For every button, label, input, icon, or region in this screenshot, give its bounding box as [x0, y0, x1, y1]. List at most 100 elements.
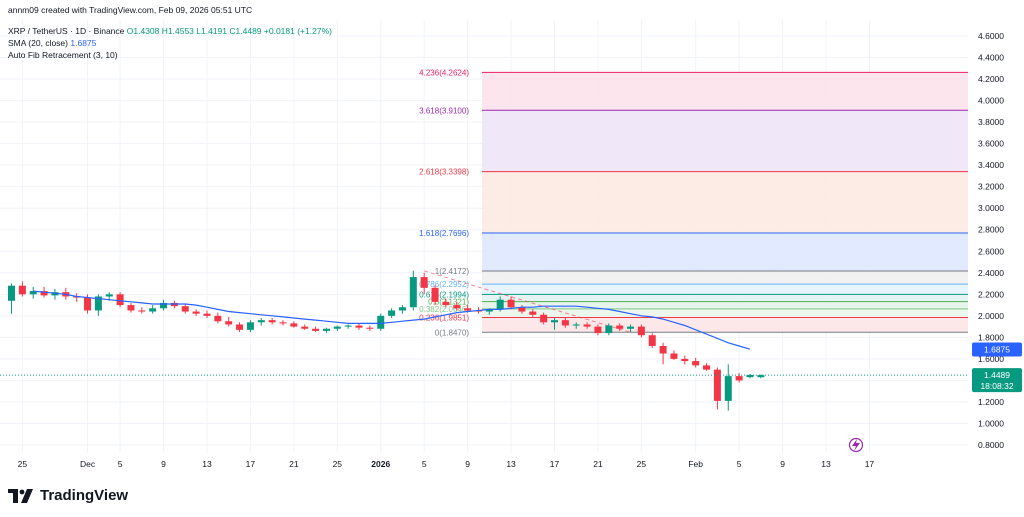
fib-label: Auto Fib Retracement (3, 10) — [8, 50, 118, 60]
y-tick-label: 1.2000 — [978, 397, 1004, 407]
candle-body — [40, 291, 48, 296]
fib-fill — [482, 233, 968, 271]
credit-text: annm09 created with TradingView.com, Feb… — [8, 5, 253, 15]
candle-body — [192, 311, 200, 314]
candle-body — [181, 306, 189, 312]
candle-body — [572, 324, 580, 326]
ohlc-open: O1.4308 — [126, 26, 160, 36]
candle-body — [485, 309, 493, 312]
fib-retracement[interactable]: 0(1.8470)0.236(1.9851)0.382(2.0646)0.5(2… — [419, 68, 968, 337]
fib-level-label: 1(2.4172) — [435, 267, 470, 276]
x-tick-label: 17 — [550, 459, 560, 469]
candle-body — [627, 326, 635, 329]
candle-body — [138, 310, 146, 312]
fib-trend-line — [424, 270, 631, 333]
ohlc-close: C1.4489 — [229, 26, 262, 36]
candle-body — [225, 321, 233, 325]
fib-level-label: 1.618(2.7696) — [419, 229, 469, 238]
candle-body — [377, 315, 385, 329]
x-tick-label: 5 — [422, 459, 427, 469]
sma-legend[interactable]: SMA (20, close) 1.6875 — [8, 38, 96, 48]
sma-price-text: 1.6875 — [984, 344, 1010, 354]
fib-fill — [482, 110, 968, 172]
candle-body — [312, 328, 320, 331]
candle-body — [464, 308, 472, 311]
y-tick-label: 3.4000 — [978, 160, 1004, 170]
y-tick-label: 4.0000 — [978, 96, 1004, 106]
y-tick-label: 4.2000 — [978, 74, 1004, 84]
y-tick-label: 3.6000 — [978, 139, 1004, 149]
y-tick-label: 3.8000 — [978, 117, 1004, 127]
fib-legend[interactable]: Auto Fib Retracement (3, 10) — [8, 50, 118, 60]
fib-fill — [482, 284, 968, 295]
y-tick-label: 3.0000 — [978, 203, 1004, 213]
x-tick-label: Dec — [80, 459, 96, 469]
ohlc-low: L1.4191 — [196, 26, 228, 36]
x-tick-label: 25 — [18, 459, 28, 469]
symbol-name: XRP / TetherUS · 1D · Binance — [8, 26, 125, 36]
candle-body — [94, 296, 102, 311]
y-tick-label: 2.2000 — [978, 289, 1004, 299]
x-tick-label: 13 — [506, 459, 516, 469]
candle-body — [333, 326, 341, 329]
fib-fill — [482, 294, 968, 302]
x-tick-label: 21 — [593, 459, 603, 469]
candle-body — [290, 323, 298, 327]
candle-body — [616, 325, 624, 329]
candle-body — [214, 315, 222, 322]
candle-body — [322, 328, 330, 331]
candle-body — [561, 320, 569, 326]
candle-body — [105, 294, 113, 297]
fib-level-label: 0.618(2.1994) — [419, 290, 469, 299]
candle-body — [442, 301, 450, 306]
candle-body — [594, 326, 602, 334]
countdown-text: 18:08:32 — [980, 381, 1013, 391]
fib-fill — [482, 308, 968, 318]
candle-body — [703, 365, 711, 370]
candle-body — [518, 307, 526, 312]
candle-body — [8, 285, 15, 301]
y-tick-label: 1.6000 — [978, 354, 1004, 364]
x-tick-label: 25 — [333, 459, 343, 469]
x-tick-label: 17 — [865, 459, 875, 469]
lightning-event-icon[interactable] — [848, 437, 864, 453]
candle-body — [529, 311, 537, 315]
candle-body — [551, 320, 558, 323]
fib-level-label: 2.618(3.3398) — [419, 168, 469, 177]
fib-fill — [482, 270, 968, 285]
sma-value: 1.6875 — [70, 38, 97, 48]
candle-body — [681, 358, 689, 362]
candle-body — [127, 305, 135, 311]
x-tick-label: 21 — [289, 459, 299, 469]
candle-body — [160, 302, 168, 309]
y-tick-label: 0.8000 — [978, 440, 1004, 450]
candle-body — [409, 277, 417, 308]
lightning-icon-bolt — [852, 439, 860, 451]
symbol-legend[interactable]: XRP / TetherUS · 1D · Binance O1.4308 H1… — [8, 26, 332, 36]
ohlc-high: H1.4553 — [161, 26, 194, 36]
candle-body — [18, 285, 26, 295]
candle-body — [648, 335, 656, 346]
fib-fill — [482, 317, 968, 333]
candle-body — [388, 310, 396, 316]
last-price-text: 1.4489 — [984, 370, 1010, 380]
candle-body — [507, 299, 515, 308]
x-tick-label: 25 — [637, 459, 647, 469]
fib-level-label: 3.618(3.9100) — [419, 106, 469, 115]
candle-body — [301, 326, 309, 329]
candle-body — [366, 327, 374, 329]
y-axis[interactable]: 0.80001.00001.20001.40001.60001.80002.00… — [978, 31, 1004, 450]
tradingview-brand[interactable]: TradingView — [8, 487, 128, 504]
candle-body — [344, 325, 352, 327]
y-tick-label: 1.0000 — [978, 418, 1004, 428]
candle-body — [236, 324, 244, 330]
x-tick-label: 9 — [780, 459, 785, 469]
candle-body — [279, 322, 287, 324]
candle-body — [431, 287, 439, 302]
x-tick-label: 17 — [246, 459, 256, 469]
candle-body — [453, 305, 461, 309]
sma-label: SMA (20, close) — [8, 38, 68, 48]
x-axis[interactable]: 25 Dec 5 9 13 17 21 25 2026 5 9 13 17 21 25 Feb 5 9 13 17 — [18, 459, 875, 469]
